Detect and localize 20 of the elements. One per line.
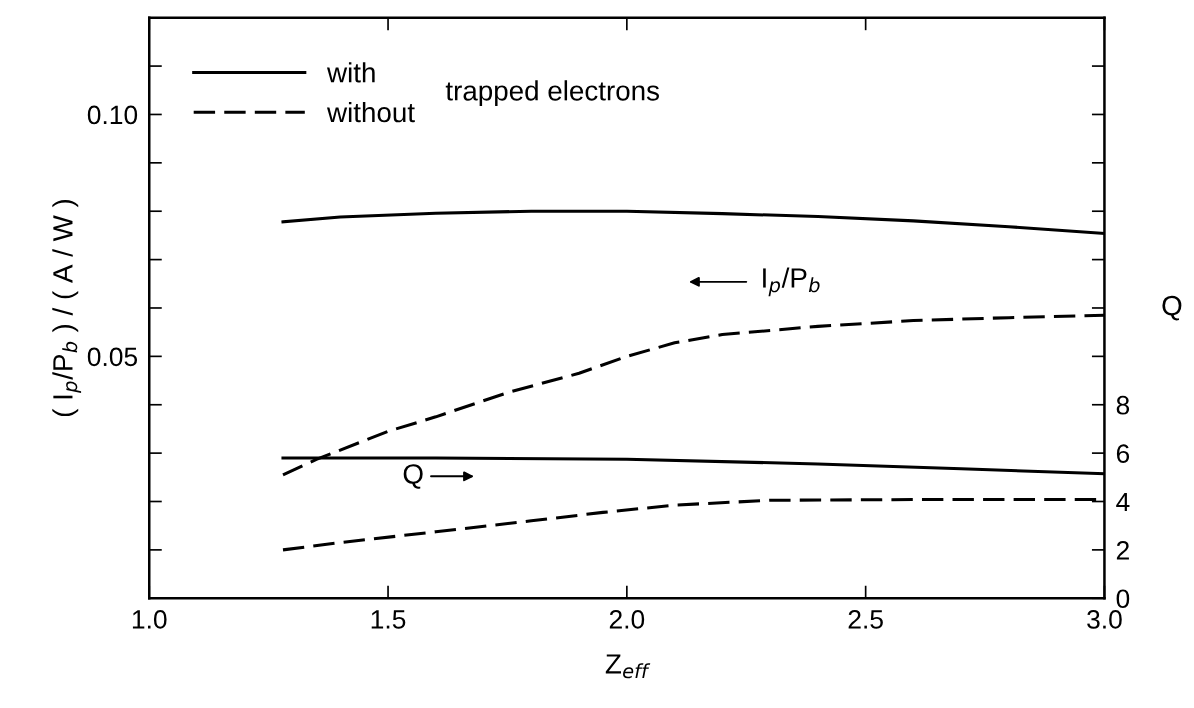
y2-tick-label: 8 — [1116, 395, 1130, 415]
annotation: I$_{p}$/P$_{b}$ — [763, 267, 820, 297]
x-tick-label: 1.0 — [132, 610, 167, 629]
x-tick-label: 2.5 — [848, 610, 883, 629]
annotation: Q — [403, 464, 423, 489]
legend-label: with — [326, 62, 375, 83]
x-tick-label: 1.5 — [371, 610, 406, 629]
x-tick-label: 3.0 — [1087, 610, 1122, 629]
y-tick-label: 0.10 — [87, 105, 138, 125]
y-tick-label: 0.05 — [87, 347, 138, 367]
y2-tick-label: 0 — [1116, 589, 1130, 609]
legend-label: without — [326, 101, 415, 123]
x-axis-title: Z$_{eff}$ — [605, 654, 651, 679]
y2-tick-label: 6 — [1116, 444, 1130, 463]
annotation: trapped electrons — [445, 80, 659, 107]
y2-axis-title: Q — [1162, 295, 1182, 321]
y2-tick-label: 4 — [1116, 492, 1130, 512]
y2-tick-label: 2 — [1116, 541, 1129, 560]
y-axis-title: ( I$_{p}$/P$_{b}$ ) / ( A / W ) — [52, 199, 82, 417]
x-tick-label: 2.0 — [609, 610, 645, 629]
